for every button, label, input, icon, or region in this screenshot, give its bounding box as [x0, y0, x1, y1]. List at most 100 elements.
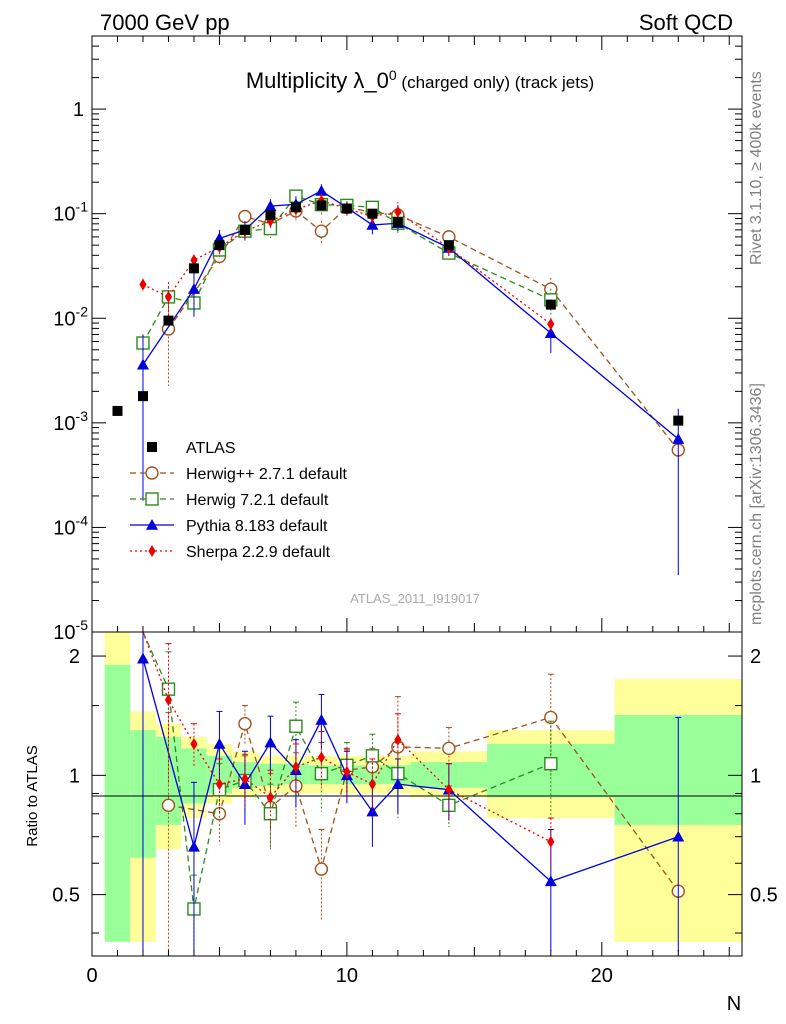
data-point	[238, 209, 252, 224]
mcplots-label: mcplots.cern.ch [arXiv:1306.3436]	[748, 383, 765, 625]
ratio-y-tick-label-right: 2	[750, 646, 761, 668]
data-point	[164, 290, 173, 303]
main-plot-panel: Multiplicity λ_00 (charged only) (track …	[53, 35, 743, 644]
legend-marker-atlas	[147, 442, 157, 452]
data-point	[544, 327, 557, 338]
atlas-data-point	[341, 203, 352, 214]
ratio-plot-frame	[91, 631, 743, 957]
data-point	[187, 283, 200, 294]
legend-label-pythia: Pythia 8.183 default	[186, 518, 328, 535]
data-point	[136, 358, 149, 370]
legend-item-pythia: Pythia 8.183 default	[130, 518, 328, 535]
series-atlas	[112, 200, 684, 426]
main-y-axis-ticks: 1 10-1 10-2 10-3 10-4 10-5	[53, 35, 742, 644]
ratio-point	[391, 778, 404, 789]
main-y-tick-label: 10-1	[53, 199, 88, 226]
x-axis-ticks: 0 10 20	[86, 36, 730, 987]
x-axis-label: N	[727, 993, 741, 1015]
ratio-point	[238, 716, 252, 731]
ratio-point	[136, 652, 149, 664]
ratio-point	[544, 710, 558, 725]
ratio-y-tick-label: 1	[69, 765, 80, 787]
x-tick-label: 0	[86, 965, 97, 987]
ratio-point	[190, 737, 198, 750]
main-y-tick-label: 10-3	[53, 408, 88, 435]
ratio-point	[292, 760, 300, 773]
atlas-data-point	[239, 224, 250, 235]
main-y-tick-label: 10-2	[53, 303, 88, 330]
atlas-data-point	[290, 202, 301, 213]
legend-marker-pythia	[146, 519, 158, 530]
legend-label-atlas: ATLAS	[186, 440, 236, 457]
ratio-point	[241, 772, 249, 785]
atlas-data-point	[214, 240, 225, 251]
ratio-y-tick-label: 2	[69, 646, 80, 668]
ratio-series-layer	[136, 631, 685, 952]
data-point	[264, 200, 277, 211]
ratio-point	[343, 765, 351, 778]
data-point	[547, 318, 555, 331]
ratio-y-axis-ticks: 2 2 1 1 0.5 0.5	[52, 646, 778, 934]
legend-marker-herwig7	[145, 492, 159, 506]
series-sherpa	[139, 193, 555, 332]
data-point	[266, 215, 275, 228]
x-tick-label: 10	[336, 965, 358, 987]
plot-title: Multiplicity λ_00 (charged only) (track …	[246, 67, 594, 93]
ratio-point	[314, 862, 329, 876]
legend-marker-herwigpp	[145, 466, 159, 480]
series-herwigpp	[161, 200, 685, 457]
atlas-data-point	[137, 391, 148, 402]
ratio-point	[161, 798, 176, 813]
series-line-sherpa	[142, 200, 552, 325]
ratio-point	[164, 693, 173, 706]
data-point	[366, 218, 379, 230]
legend-item-herwigpp: Herwig++ 2.7.1 default	[130, 466, 348, 483]
atlas-data-point	[265, 210, 276, 221]
series-line-pythia	[142, 190, 679, 440]
ratio-point	[264, 736, 277, 748]
main-y-tick-label: 10-5	[53, 617, 88, 644]
data-point	[672, 433, 685, 444]
ratio-point	[187, 840, 200, 852]
x-tick-label: 20	[591, 965, 613, 987]
atlas-data-point	[673, 415, 684, 426]
legend-marker-sherpa	[148, 545, 156, 557]
atlas-data-point	[316, 200, 327, 211]
legend-label-sherpa: Sherpa 2.2.9 default	[186, 544, 331, 561]
ratio-point	[672, 830, 685, 842]
ratio-point	[368, 778, 376, 791]
ratio-point	[445, 783, 453, 796]
ratio-y-tick-label-right: 1	[750, 765, 761, 787]
rivet-version-label: Rivet 3.1.10, ≥ 400k events	[748, 71, 765, 265]
ratio-point	[394, 733, 402, 746]
atlas-data-point	[392, 217, 403, 228]
ratio-point	[289, 719, 303, 733]
ratio-series-sherpa	[139, 631, 555, 870]
ratio-y-tick-label-right: 0.5	[750, 885, 778, 907]
atlas-data-point	[188, 263, 199, 274]
ratio-y-axis-label: Ratio to ATLAS	[24, 745, 41, 846]
ratio-point	[544, 875, 557, 887]
analysis-id-label: ATLAS_2011_I919017	[350, 591, 480, 606]
beam-label: 7000 GeV pp	[100, 10, 230, 35]
legend: ATLAS Herwig++ 2.7.1 default Herwig 7.2.1 …	[130, 440, 348, 561]
ratio-point	[263, 807, 278, 821]
atlas-data-point	[545, 299, 556, 310]
atlas-data-point	[367, 208, 378, 219]
legend-item-atlas: ATLAS	[147, 440, 236, 457]
legend-item-sherpa: Sherpa 2.2.9 default	[130, 544, 331, 561]
main-y-tick-label: 10-4	[53, 512, 88, 539]
ratio-point	[442, 741, 456, 756]
atlas-data-point	[443, 240, 454, 251]
ratio-point	[213, 737, 226, 749]
ratio-point	[315, 713, 328, 725]
atlas-data-point	[112, 405, 123, 416]
data-point	[190, 254, 198, 267]
data-point	[394, 205, 402, 218]
ratio-y-tick-label: 0.5	[52, 885, 80, 907]
ratio-point	[266, 791, 275, 804]
legend-label-herwigpp: Herwig++ 2.7.1 default	[186, 466, 348, 483]
ratio-point	[215, 778, 224, 791]
ratio-line-herwigpp	[168, 716, 679, 892]
